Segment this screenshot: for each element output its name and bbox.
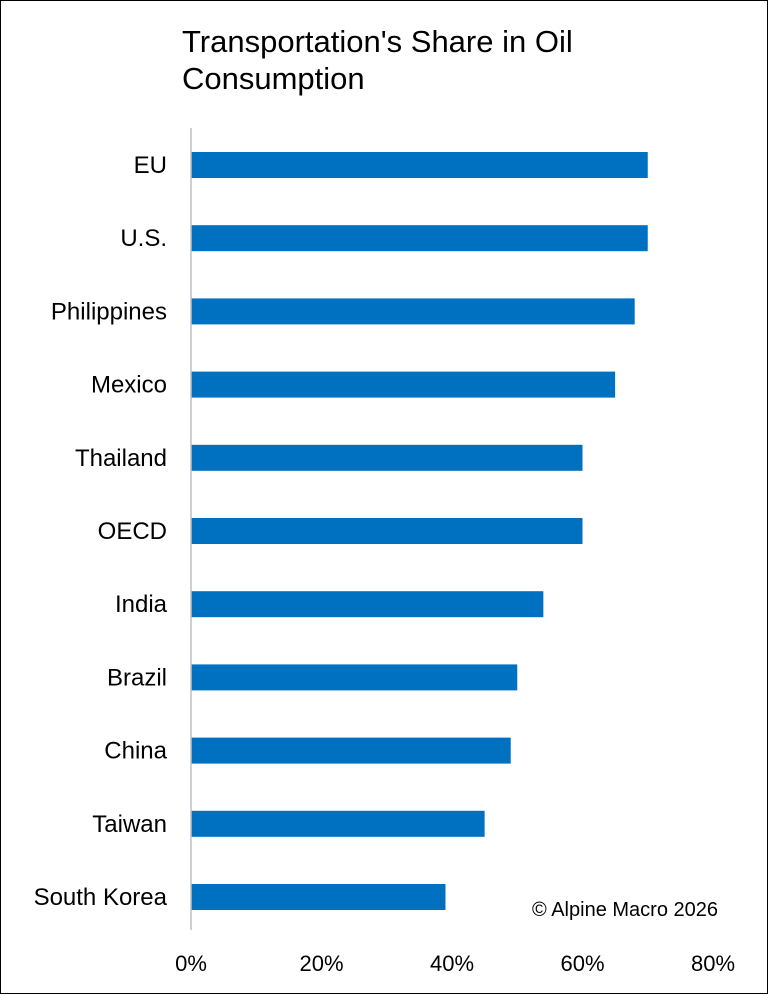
x-tick-labels-group: 0% 20% 40% 60% 80% [175, 951, 735, 976]
chart-title: Transportation's Share in Oil Consumptio… [182, 24, 573, 96]
x-tick-label: 60% [560, 951, 604, 976]
copyright-note: © Alpine Macro 2026 [532, 899, 718, 921]
category-label-china: China [104, 738, 167, 765]
x-tick-label: 0% [175, 951, 207, 976]
bar-eu [191, 152, 648, 178]
category-label-u-s: U.S. [120, 225, 167, 252]
category-label-taiwan: Taiwan [92, 811, 167, 838]
category-label-oecd: OECD [98, 518, 167, 545]
bar-mexico [191, 371, 616, 398]
x-tick-label: 80% [691, 951, 735, 976]
bar-china [191, 737, 511, 764]
category-label-south-korea: South Korea [34, 884, 168, 911]
category-label-india: India [115, 591, 168, 618]
category-labels-group: EU U.S. Philippines Mexico Thailand OECD India… [34, 152, 168, 911]
bars-group [191, 152, 648, 910]
category-label-eu: EU [134, 152, 167, 179]
category-label-brazil: Brazil [107, 664, 167, 691]
bar-u-s [191, 225, 648, 252]
bar-thailand [191, 444, 583, 471]
bar-south-korea [191, 884, 446, 910]
x-tick-label: 40% [430, 951, 474, 976]
bar-brazil [191, 664, 518, 691]
bar-oecd [191, 518, 583, 544]
bar-philippines [191, 298, 635, 325]
category-label-thailand: Thailand [75, 445, 167, 472]
category-label-mexico: Mexico [91, 372, 167, 399]
bar-taiwan [191, 810, 485, 837]
category-label-philippines: Philippines [51, 298, 167, 325]
bar-india [191, 591, 544, 618]
x-tick-label: 20% [299, 951, 343, 976]
